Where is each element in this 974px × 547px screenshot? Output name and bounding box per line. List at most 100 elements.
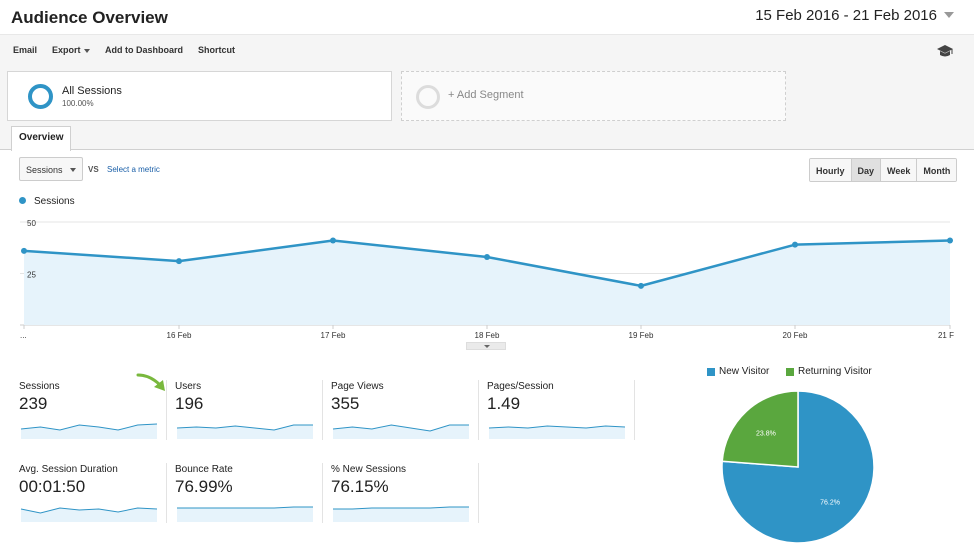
legend-swatch xyxy=(707,367,715,376)
scorecard-page-views[interactable]: Page Views 355 xyxy=(331,381,481,456)
metric-select-value: Sessions xyxy=(26,165,63,175)
graduation-cap-icon[interactable] xyxy=(936,44,954,58)
legend-label: Returning Visitor xyxy=(798,366,872,377)
y-tick-label: 25 xyxy=(27,271,36,280)
x-tick-label: 20 Feb xyxy=(783,331,808,340)
vs-label: VS xyxy=(88,165,99,174)
divider xyxy=(166,463,167,523)
chart-resize-handle[interactable] xyxy=(466,342,506,350)
x-tick-label: 21 F xyxy=(938,331,954,340)
segment-placeholder-icon xyxy=(416,85,440,109)
scorecard-label: Avg. Session Duration xyxy=(19,464,118,475)
sparkline xyxy=(176,424,313,439)
scorecard-label: Users xyxy=(175,381,202,392)
data-point xyxy=(792,241,798,248)
export-label: Export xyxy=(52,45,81,55)
segment-all-sessions[interactable]: All Sessions 100.00% xyxy=(7,71,392,121)
divider xyxy=(478,380,479,440)
granularity-hourly[interactable]: Hourly xyxy=(810,159,851,181)
scorecard-value: 355 xyxy=(331,394,360,413)
x-tick-label: 18 Feb xyxy=(475,331,500,340)
select-metric-link[interactable]: Select a metric xyxy=(107,165,160,174)
granularity-toggle: Hourly Day Week Month xyxy=(809,158,958,182)
x-tick-label: 19 Feb xyxy=(629,331,654,340)
sparkline-area xyxy=(21,424,157,439)
sparkline-area xyxy=(177,507,313,522)
granularity-week[interactable]: Week xyxy=(880,159,917,181)
pie-slice xyxy=(721,390,875,544)
add-to-dashboard-button[interactable]: Add to Dashboard xyxy=(105,45,183,55)
scorecard-value: 00:01:50 xyxy=(19,477,86,496)
scorecard-users[interactable]: Users 196 xyxy=(175,381,325,456)
scorecard-sessions[interactable]: Sessions 239 xyxy=(19,381,169,456)
add-segment-button[interactable]: + Add Segment xyxy=(401,71,786,121)
scorecard-new-sessions[interactable]: % New Sessions 76.15% xyxy=(331,464,481,539)
divider xyxy=(322,380,323,440)
pie-data-label: 76.2% xyxy=(820,500,840,507)
scorecard-bounce-rate[interactable]: Bounce Rate 76.99% xyxy=(175,464,325,539)
pie-slice xyxy=(721,390,799,468)
x-tick-label: 16 Feb xyxy=(167,331,192,340)
scorecard-label: Page Views xyxy=(331,381,384,392)
data-point xyxy=(484,254,490,261)
sparkline xyxy=(20,423,158,439)
scorecard-label: Bounce Rate xyxy=(175,464,233,475)
sessions-area xyxy=(24,240,950,325)
scorecard-value: 1.49 xyxy=(487,394,521,413)
chevron-down-icon xyxy=(484,345,490,348)
tab-overview[interactable]: Overview xyxy=(11,126,72,151)
report-toolbar: Email Export Add to Dashboard Shortcut xyxy=(0,34,974,66)
sparkline xyxy=(20,507,158,522)
data-point xyxy=(21,247,27,254)
legend-swatch xyxy=(786,367,794,376)
date-range-picker[interactable]: 15 Feb 2016 - 21 Feb 2016 xyxy=(749,4,960,26)
sparkline xyxy=(177,506,313,522)
export-button[interactable]: Export xyxy=(52,45,90,55)
scorecard-value: 76.15% xyxy=(331,477,389,496)
add-segment-label: + Add Segment xyxy=(448,89,524,101)
pie-data-label: 23.8% xyxy=(756,430,776,437)
x-tick-label: 17 Feb xyxy=(321,331,346,340)
granularity-month[interactable]: Month xyxy=(916,159,957,181)
data-point xyxy=(638,282,644,289)
sparkline xyxy=(332,424,469,439)
sparkline xyxy=(488,425,626,439)
x-tick-label: ... xyxy=(20,331,27,340)
sessions-line-chart: 50 25... 16 Feb 17 Feb 18 Feb 19 Feb 20 Feb 21 … xyxy=(20,219,954,340)
segment-name: All Sessions xyxy=(62,85,122,97)
segment-percent: 100.00% xyxy=(62,99,94,108)
tab-bar xyxy=(0,126,974,150)
sessions-legend-label[interactable]: Sessions xyxy=(34,196,75,207)
data-point xyxy=(947,237,953,244)
granularity-day[interactable]: Day xyxy=(850,159,881,181)
divider xyxy=(634,380,635,440)
sparkline-area xyxy=(333,507,469,522)
scorecard-label: % New Sessions xyxy=(331,464,407,475)
sparkline-area xyxy=(21,508,157,522)
shortcut-button[interactable]: Shortcut xyxy=(198,45,235,55)
date-range-text: 15 Feb 2016 - 21 Feb 2016 xyxy=(755,6,937,24)
legend-label: New Visitor xyxy=(719,366,770,377)
sessions-legend-dot xyxy=(19,197,26,204)
chevron-down-icon xyxy=(83,48,90,53)
pie-legend-returning[interactable]: Returning Visitor xyxy=(786,366,872,377)
y-tick-label: 50 xyxy=(27,219,36,228)
scorecard-value: 239 xyxy=(19,394,48,413)
metric-select[interactable]: Sessions xyxy=(19,157,83,181)
sparkline-area xyxy=(489,426,625,439)
scorecard-value: 76.99% xyxy=(175,477,233,496)
pie-legend-new[interactable]: New Visitor xyxy=(707,366,769,377)
email-button[interactable]: Email xyxy=(13,45,38,55)
scorecard-label: Pages/Session xyxy=(487,381,554,392)
scorecard-pages-per-session[interactable]: Pages/Session 1.49 xyxy=(487,381,637,456)
scorecard-avg-session-duration[interactable]: Avg. Session Duration 00:01:50 xyxy=(19,464,169,539)
annotation-arrow-icon xyxy=(136,373,165,391)
data-point xyxy=(330,237,336,244)
chevron-down-icon xyxy=(944,12,954,18)
sparkline-area xyxy=(177,425,313,439)
visitor-pie-chart: 76.2% 23.8% xyxy=(721,390,875,544)
chevron-down-icon xyxy=(70,168,76,172)
segment-ring-icon xyxy=(28,84,53,109)
page-title: Audience Overview xyxy=(11,8,168,27)
data-point xyxy=(176,258,182,265)
